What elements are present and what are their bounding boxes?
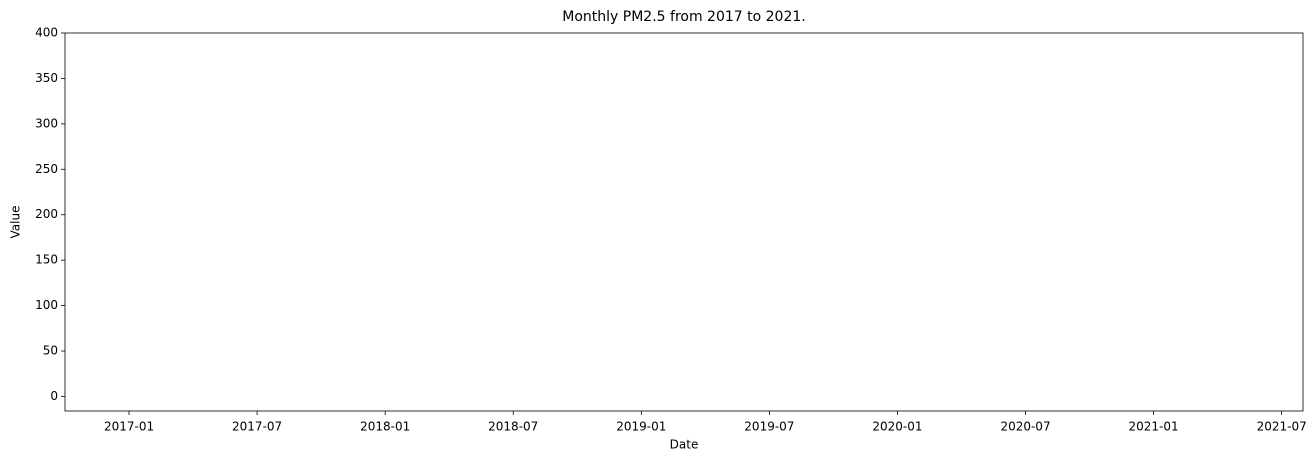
x-tick-label: 2018-07 — [488, 420, 538, 434]
y-tick-label: 300 — [35, 116, 58, 130]
chart-title: Monthly PM2.5 from 2017 to 2021. — [562, 9, 805, 25]
x-tick-label: 2020-01 — [872, 420, 922, 434]
y-tick-label: 250 — [35, 162, 58, 176]
y-tick-label: 400 — [35, 26, 58, 40]
y-tick-label: 0 — [50, 389, 58, 403]
x-tick-label: 2020-07 — [1000, 420, 1050, 434]
x-tick-label: 2017-01 — [104, 420, 154, 434]
y-tick-label: 200 — [35, 207, 58, 221]
x-tick-label: 2017-07 — [232, 420, 282, 434]
x-tick-label: 2019-01 — [616, 420, 666, 434]
y-tick-label: 150 — [35, 253, 58, 267]
y-tick-label: 100 — [35, 298, 58, 312]
x-tick-label: 2018-01 — [360, 420, 410, 434]
x-tick-label: 2021-07 — [1257, 420, 1307, 434]
y-tick-label: 350 — [35, 71, 58, 85]
x-tick-label: 2019-07 — [744, 420, 794, 434]
x-axis-label: Date — [670, 438, 699, 452]
y-tick-label: 50 — [43, 344, 58, 358]
plot-frame — [64, 32, 1304, 412]
y-axis-label: Value — [9, 206, 23, 239]
x-tick-label: 2021-01 — [1129, 420, 1179, 434]
